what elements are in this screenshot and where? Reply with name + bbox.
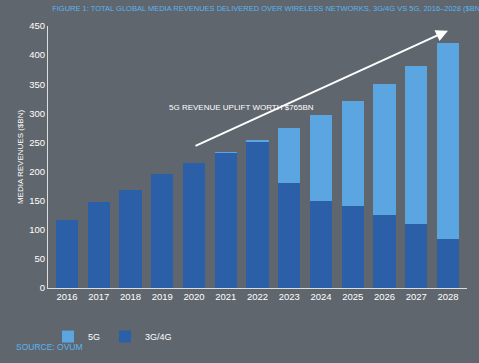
svg-text:250: 250 <box>29 137 45 148</box>
svg-text:300: 300 <box>29 108 45 119</box>
svg-text:2023: 2023 <box>279 291 300 302</box>
svg-text:2019: 2019 <box>152 291 173 302</box>
svg-text:0: 0 <box>40 282 45 293</box>
svg-text:100: 100 <box>29 224 45 235</box>
svg-text:400: 400 <box>29 49 45 60</box>
svg-text:2027: 2027 <box>406 291 427 302</box>
svg-text:2026: 2026 <box>374 291 395 302</box>
svg-text:2020: 2020 <box>183 291 204 302</box>
svg-text:2017: 2017 <box>88 291 109 302</box>
svg-text:2021: 2021 <box>215 291 236 302</box>
svg-text:150: 150 <box>29 195 45 206</box>
svg-text:2025: 2025 <box>342 291 363 302</box>
svg-text:2022: 2022 <box>247 291 268 302</box>
svg-text:2028: 2028 <box>437 291 458 302</box>
svg-text:50: 50 <box>35 253 46 264</box>
svg-text:5G: 5G <box>88 332 100 342</box>
svg-text:MEDIA REVENUES ($BN): MEDIA REVENUES ($BN) <box>16 110 25 205</box>
svg-text:200: 200 <box>29 166 45 177</box>
svg-text:2016: 2016 <box>56 291 77 302</box>
svg-text:SOURCE: OVUM: SOURCE: OVUM <box>16 342 83 352</box>
svg-text:2018: 2018 <box>120 291 141 302</box>
svg-text:5G REVENUE UPLIFT WORTH $765BN: 5G REVENUE UPLIFT WORTH $765BN <box>169 103 314 112</box>
svg-text:3G/4G: 3G/4G <box>145 332 172 342</box>
svg-text:450: 450 <box>29 20 45 31</box>
svg-text:2024: 2024 <box>310 291 331 302</box>
svg-text:FIGURE 1: TOTAL GLOBAL MEDIA R: FIGURE 1: TOTAL GLOBAL MEDIA REVENUES DE… <box>52 4 479 13</box>
svg-text:350: 350 <box>29 79 45 90</box>
